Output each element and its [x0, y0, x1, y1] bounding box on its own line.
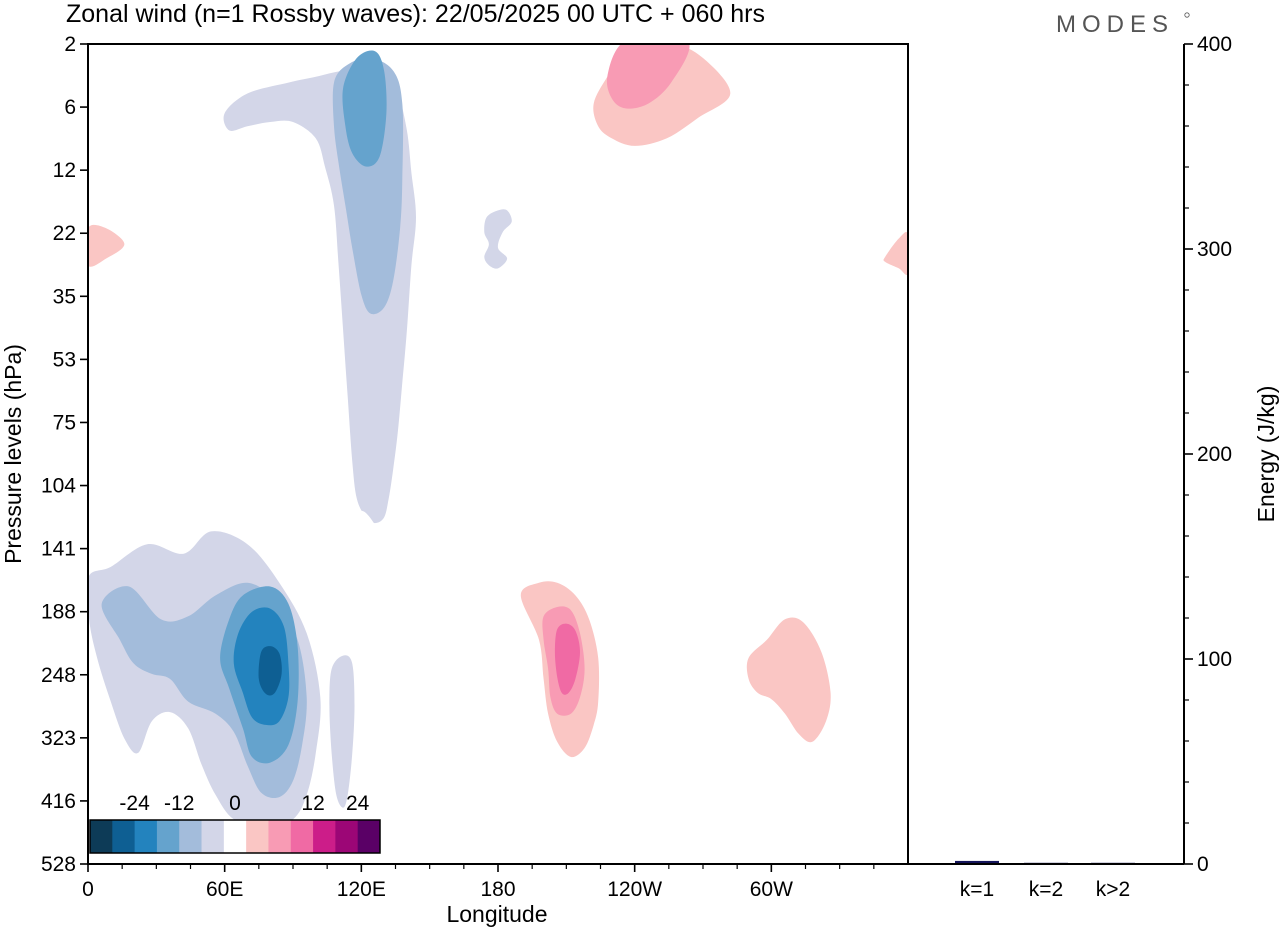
y-tick-label: 6: [64, 96, 76, 119]
colorbar-swatch: [134, 820, 158, 853]
y-tick-label: 528: [41, 853, 76, 876]
x-tick-label: 180: [480, 878, 515, 901]
westerly-contour-region: [634, 619, 676, 715]
chart-title: Zonal wind (n=1 Rossby waves): 22/05/202…: [66, 0, 765, 28]
bar-x-axis: k=1 k=2 k>2: [960, 878, 1130, 901]
y-tick-label: 416: [41, 790, 76, 813]
bar-y-axis: 0 100 200 300 400: [1183, 33, 1232, 876]
westerly-contour-region: [104, 396, 148, 408]
x-tick-label: 0: [82, 878, 94, 901]
westerly-contour-region: [843, 159, 908, 401]
energy-tick-label: 200: [1197, 443, 1232, 466]
colorbar-tick-label: 12: [301, 792, 324, 815]
westerly-contour-region: [746, 617, 831, 743]
energy-axis-label: Energy (J/kg): [1253, 386, 1279, 523]
contour-panel: -24 -12 0 12 24 0 60E 120E 180 120W 60W 2 6 12 22 35 5…: [0, 33, 909, 927]
colorbar-tick-label: 24: [346, 792, 370, 815]
y-tick-label: 141: [41, 538, 76, 561]
colorbar-swatch: [179, 820, 202, 853]
y-axis-label: Pressure levels (hPa): [0, 344, 26, 564]
energy-bar-panel: k=1 k=2 k>2 0 100 200 300 400 Energy (J/kg): [907, 33, 1279, 901]
y-tick-label: 248: [41, 664, 76, 687]
colorbar: -24 -12 0 12 24: [89, 792, 381, 854]
colorbar-swatch: [268, 820, 292, 853]
logo-registered-icon: [1184, 12, 1190, 18]
westerly-contour-region: [554, 623, 580, 695]
westerly-contour-region: [88, 149, 180, 400]
y-tick-label: 35: [53, 285, 76, 308]
y-tick-label: 104: [41, 475, 76, 498]
y-tick-label: 12: [53, 159, 76, 182]
energy-tick-label: 400: [1197, 33, 1232, 56]
bar-category-label: k=1: [960, 878, 994, 901]
contour-regions: [88, 44, 908, 864]
colorbar-swatch: [357, 820, 381, 853]
colorbar-swatch: [90, 820, 113, 853]
energy-tick-label: 300: [1197, 238, 1232, 261]
easterly-contour-region: [258, 646, 282, 696]
westerly-contour-region: [606, 44, 690, 109]
colorbar-tick-label: -24: [119, 792, 150, 815]
westerly-contour-region: [347, 510, 402, 591]
energy-tick-label: 100: [1197, 648, 1232, 671]
colorbar-swatch: [223, 820, 247, 853]
energy-bar: [955, 860, 999, 864]
easterly-contour-region: [342, 50, 387, 167]
y-axis: 2 6 12 22 35 53 75 104 141 188 248 323 416 528: [41, 33, 88, 876]
bar-category-label: k=2: [1029, 878, 1063, 901]
colorbar-swatch: [313, 820, 336, 853]
easterly-contour-region: [329, 655, 355, 808]
easterly-contour-region: [484, 209, 512, 269]
westerly-contour-region: [88, 224, 125, 267]
x-axis: 0 60E 120E 180 120W 60W: [82, 864, 875, 901]
colorbar-swatch: [156, 820, 180, 853]
y-tick-label: 2: [64, 33, 76, 56]
colorbar-swatch: [290, 820, 314, 853]
colorbar-tick-label: 0: [229, 792, 241, 815]
x-tick-label: 60W: [750, 878, 793, 901]
y-tick-label: 22: [53, 222, 76, 245]
x-tick-label: 60E: [206, 878, 243, 901]
x-tick-label: 120E: [337, 878, 386, 901]
colorbar-swatch: [112, 820, 136, 853]
y-tick-label: 53: [53, 348, 76, 371]
colorbar-swatch: [246, 820, 269, 853]
colorbar-swatch: [201, 820, 225, 853]
y-tick-label: 323: [41, 727, 76, 750]
bar-category-label: k>2: [1096, 878, 1130, 901]
energy-tick-label: 0: [1197, 853, 1209, 876]
y-tick-label: 188: [41, 601, 76, 624]
westerly-contour-region: [883, 232, 908, 276]
modes-logo: MODES: [1056, 11, 1174, 38]
colorbar-swatch: [335, 820, 359, 853]
x-axis-label: Longitude: [446, 901, 547, 927]
y-tick-label: 75: [53, 411, 76, 434]
colorbar-frame: [89, 819, 381, 854]
colorbar-tick-label: -12: [164, 792, 194, 815]
x-tick-label: 120W: [607, 878, 662, 901]
